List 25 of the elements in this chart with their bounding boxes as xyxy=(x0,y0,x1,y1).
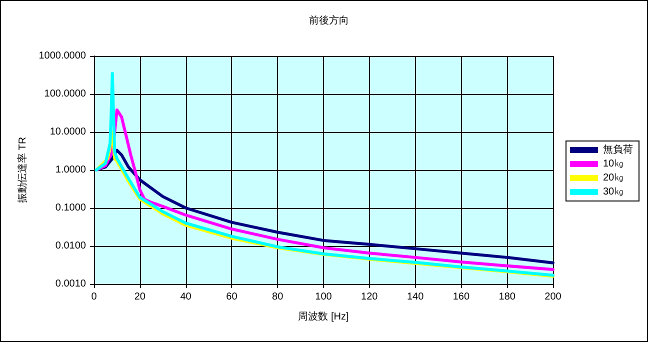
x-tick-label: 100 xyxy=(315,292,332,302)
x-tick-label: 40 xyxy=(180,292,192,302)
legend-label: 20㎏ xyxy=(603,172,624,184)
y-axis-title: 振動伝達率 TR xyxy=(16,136,28,204)
chart-title: 前後方向 xyxy=(309,14,349,26)
x-tick-label: 0 xyxy=(91,292,98,302)
y-tick-label: 0.1000 xyxy=(55,202,86,214)
legend-label: 無負荷 xyxy=(603,144,633,156)
legend-label: 10㎏ xyxy=(603,158,624,170)
x-axis-title: 周波数 [Hz] xyxy=(298,310,349,322)
y-tick-label: 0.0100 xyxy=(55,240,86,252)
y-tick-label: 0.0010 xyxy=(55,278,86,290)
x-tick-label: 80 xyxy=(272,292,284,302)
y-tick-label: 1.0000 xyxy=(55,164,86,176)
legend-label: 30㎏ xyxy=(603,186,624,198)
y-tick-label: 10.0000 xyxy=(50,126,86,138)
x-tick-label: 180 xyxy=(498,292,516,302)
x-tick-label: 60 xyxy=(226,292,238,302)
x-tick-label: 120 xyxy=(361,292,378,302)
y-tick-label: 1000.0000 xyxy=(38,50,86,62)
x-tick-label: 140 xyxy=(406,292,424,302)
x-tick-label: 160 xyxy=(452,292,470,302)
x-tick-label: 200 xyxy=(544,292,562,302)
x-tick-label: 20 xyxy=(134,292,146,302)
y-tick-label: 100.0000 xyxy=(44,88,86,100)
